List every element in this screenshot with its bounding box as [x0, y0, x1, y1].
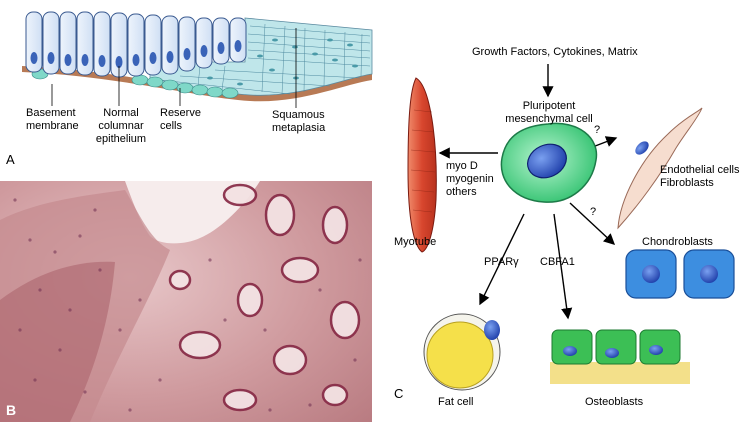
label-fat-cell: Fat cell [438, 396, 474, 408]
myotube-shape [407, 77, 437, 253]
label-chondroblasts: Chondroblasts [642, 236, 713, 248]
osteoblast-nucleus-3 [649, 345, 663, 355]
columnar-cells [25, 11, 247, 78]
osteoblast-nucleus-1 [563, 346, 577, 356]
chondroblast-nucleus-1 [642, 265, 660, 283]
label-osteoblasts: Osteoblasts [585, 396, 644, 408]
label-normal-columnar-epithelium: Normal columnar epithelium [95, 107, 147, 145]
osteoid-matrix [550, 362, 690, 384]
columnar-nuclei [30, 40, 242, 68]
label-signals: Growth Factors, Cytokines, Matrix [472, 46, 638, 58]
label-question-endothelial: ? [594, 124, 601, 136]
panel-c-arrows [438, 64, 618, 320]
label-question-chondro: ? [590, 206, 597, 218]
reserve-cells [31, 68, 239, 99]
panel-c-letter: C [394, 386, 404, 401]
label-basement-membrane: Basement membrane [26, 107, 79, 132]
basement-membrane-band [22, 66, 372, 102]
label-squamous-metaplasia: Squamous metaplasia [272, 109, 326, 134]
label-cbfa1: CBFA1 [540, 256, 575, 268]
label-endothelial-fibroblasts: Endothelial cells Fibroblasts [660, 164, 740, 189]
fibroblast-nucleus [635, 141, 649, 155]
panel-a-letter: A [6, 152, 15, 167]
fat-cell-droplet [426, 321, 494, 389]
osteoblast-cell-2 [595, 329, 637, 365]
label-myotube: Myotube [394, 236, 437, 248]
chondroblast-nucleus-2 [700, 265, 718, 283]
fibroblast-shape [617, 107, 703, 230]
label-reserve-cells: Reserve cells [160, 107, 201, 132]
panel-b-letter: B [6, 402, 17, 418]
label-ppar-gamma: PPARγ [484, 256, 519, 268]
osteoblast-nucleus-2 [605, 348, 619, 358]
label-pluripotent-mesenchymal-cell: Pluripotent mesenchymal cell [505, 100, 593, 125]
panel-a-leaders [51, 28, 297, 108]
squamous-cells [159, 23, 371, 95]
fat-cell-nucleus [484, 320, 500, 340]
stem-cell-nucleus [527, 143, 567, 179]
